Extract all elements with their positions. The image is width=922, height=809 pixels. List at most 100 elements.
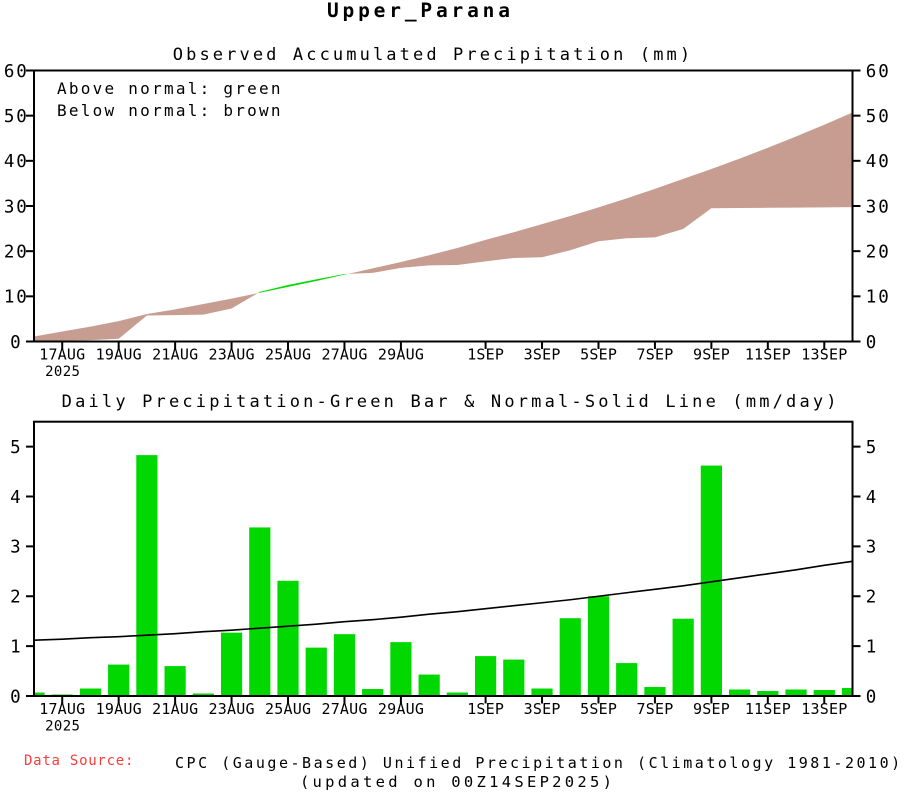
y-tick-label-right: 10 xyxy=(866,288,891,308)
y-tick-label-left: 0 xyxy=(10,333,22,353)
precip-bar xyxy=(474,656,497,696)
precip-bar xyxy=(277,580,299,696)
x-tick-label: 13SEP xyxy=(801,700,847,718)
precip-bar xyxy=(136,455,158,696)
y-tick-label-right: 2 xyxy=(866,588,878,608)
page-title: Upper_Parana xyxy=(326,0,514,22)
y-tick-label-right: 40 xyxy=(866,152,891,172)
y-tick-label-left: 3 xyxy=(10,538,22,558)
precip-bar xyxy=(644,687,666,696)
plot-frame-bot xyxy=(33,420,854,697)
x-tick-label: 5SEP xyxy=(580,700,617,718)
precip-bar xyxy=(757,691,779,696)
y-tick-label-right: 30 xyxy=(866,197,891,217)
y-tick-label-left: 50 xyxy=(4,107,29,127)
axes-bot: 0 0 1 1 2 2 3 3 4 4 5 5 17AUG 19AUG 21AUG 23AUG 25AUG 27A… xyxy=(10,420,878,735)
x-tick-label: 9SEP xyxy=(693,700,730,718)
y-tick-label-left: 10 xyxy=(4,288,29,308)
y-tick-label-right: 50 xyxy=(866,107,891,127)
y-tick-label-left: 2 xyxy=(10,588,22,608)
band-below-normal xyxy=(34,293,258,342)
x-tick-label: 17AUG xyxy=(39,345,85,363)
y-tick-label-right: 60 xyxy=(866,62,891,82)
axes-top: 0 0 10 10 20 20 30 30 40 40 50 50 60 60 17AUG 19AUG 21AU… xyxy=(4,62,891,380)
x-tick-label: 11SEP xyxy=(745,345,791,363)
precip-bar xyxy=(813,690,835,696)
x-tick-label: 23AUG xyxy=(209,345,255,363)
precip-bar xyxy=(503,659,525,696)
y-tick-label-right: 1 xyxy=(866,637,878,657)
x-tick-label: 1SEP xyxy=(467,700,504,718)
precip-bar xyxy=(192,693,214,696)
y-tick-label-right: 3 xyxy=(866,538,878,558)
x-tick-label: 3SEP xyxy=(524,345,561,363)
precip-bar xyxy=(559,618,581,696)
precip-bar xyxy=(333,634,356,696)
bottom-chart-title: Daily Precipitation-Green Bar & Normal-S… xyxy=(61,392,840,413)
y-tick-label-right: 20 xyxy=(866,242,891,262)
y-tick-label-left: 40 xyxy=(4,152,29,172)
precip-bar xyxy=(418,674,440,696)
x-tick-label: 7SEP xyxy=(637,345,674,363)
y-tick-label-right: 4 xyxy=(866,488,878,508)
y-tick-label-left: 30 xyxy=(4,197,29,217)
y-tick-label-left: 5 xyxy=(10,438,22,458)
precip-bar xyxy=(249,527,271,696)
x-tick-label: 11SEP xyxy=(745,700,791,718)
precip-bar xyxy=(531,688,553,696)
precip-bar xyxy=(672,618,694,696)
y-tick-label-left: 60 xyxy=(4,62,29,82)
y-tick-label-left: 1 xyxy=(10,637,22,657)
precip-bar xyxy=(785,689,807,696)
x-tick-label: 1SEP xyxy=(467,345,504,363)
legend-above-normal: Above normal: green xyxy=(57,79,283,99)
precip-bar xyxy=(362,689,384,696)
x-tick-label: 23AUG xyxy=(209,700,255,718)
x-tick-label: 29AUG xyxy=(378,700,424,718)
x-tick-label: 21AUG xyxy=(152,700,198,718)
precip-bar xyxy=(220,632,243,696)
x-tick-label: 29AUG xyxy=(378,345,424,363)
x-tick-label: 21AUG xyxy=(152,345,198,363)
precip-bar xyxy=(79,688,102,696)
precip-bar xyxy=(305,647,327,696)
data-source-text: CPC (Gauge-Based) Unified Precipitation … xyxy=(175,754,903,773)
x-tick-label: 25AUG xyxy=(265,700,311,718)
precip-bar xyxy=(390,642,412,696)
x-tick-label: 27AUG xyxy=(321,700,367,718)
y-tick-label-right: 5 xyxy=(866,438,878,458)
x-tick-label: 25AUG xyxy=(265,345,311,363)
precip-bar xyxy=(729,689,751,696)
legend-below-normal: Below normal: brown xyxy=(57,100,283,120)
y-tick-label-right: 0 xyxy=(866,333,878,353)
band-above-normal xyxy=(257,273,349,294)
band-below-normal xyxy=(348,112,853,274)
x-tick-label: 17AUG xyxy=(39,700,85,718)
precip-bar xyxy=(700,465,722,696)
x-tick-label: 13SEP xyxy=(801,345,847,363)
updated-timestamp: (updated on 00Z14SEP2025) xyxy=(299,772,616,791)
y-tick-label-right: 0 xyxy=(866,687,878,707)
x-tick-label: 27AUG xyxy=(321,345,367,363)
precip-bar xyxy=(841,688,853,696)
x-tick-label: 9SEP xyxy=(693,345,730,363)
x-tick-label: 19AUG xyxy=(96,345,142,363)
precip-bar xyxy=(616,663,638,696)
precip-bar xyxy=(446,692,468,696)
x-tick-label: 5SEP xyxy=(580,345,617,363)
precip-bar xyxy=(164,666,186,696)
precip-bar xyxy=(587,596,610,696)
top-chart-title: Observed Accumulated Precipitation (mm) xyxy=(172,45,694,66)
accumulation-band xyxy=(34,112,853,342)
daily-normal-line xyxy=(33,560,853,641)
x-tick-label: 3SEP xyxy=(524,700,561,718)
precip-bar xyxy=(34,692,45,696)
x-axis-year-label: 2025 xyxy=(45,719,80,735)
daily-precip-bars xyxy=(34,455,853,696)
y-tick-label-left: 4 xyxy=(10,488,22,508)
precip-bar xyxy=(108,664,130,696)
y-tick-label-left: 20 xyxy=(4,242,29,262)
x-tick-label: 7SEP xyxy=(637,700,674,718)
y-tick-label-left: 0 xyxy=(10,687,22,707)
